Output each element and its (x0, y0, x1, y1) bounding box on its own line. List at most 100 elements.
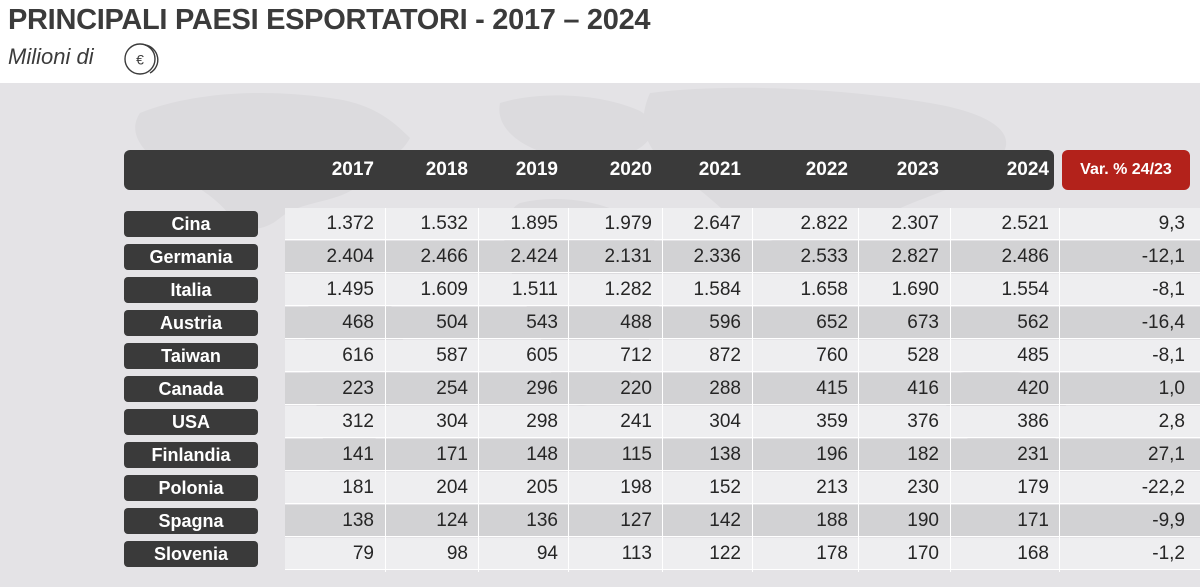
change-cell: -12,1 (1141, 246, 1185, 267)
value-cell: 2.424 (510, 246, 558, 267)
value-cell: 288 (709, 378, 741, 399)
value-cell: 596 (709, 312, 741, 333)
value-cell: 170 (907, 543, 939, 564)
value-cell: 223 (342, 378, 374, 399)
value-cell: 1.532 (420, 213, 468, 234)
value-cell: 205 (526, 477, 558, 498)
change-cell: -1,2 (1152, 543, 1185, 564)
value-cell: 298 (526, 411, 558, 432)
value-cell: 528 (907, 345, 939, 366)
value-cell: 712 (620, 345, 652, 366)
country-label: Finlandia (124, 442, 258, 468)
change-cell: -22,2 (1141, 477, 1185, 498)
value-cell: 2.533 (800, 246, 848, 267)
value-cell: 562 (1017, 312, 1049, 333)
value-cell: 1.584 (693, 279, 741, 300)
value-cell: 241 (620, 411, 652, 432)
value-cell: 605 (526, 345, 558, 366)
year-header-2018: 2018 (425, 159, 468, 180)
year-header-2021: 2021 (698, 159, 741, 180)
country-label: Polonia (124, 475, 258, 501)
country-label: USA (124, 409, 258, 435)
value-cell: 2.336 (693, 246, 741, 267)
table-row: 2.404 2.466 2.424 2.131 2.336 2.533 2.827 2.486… (285, 241, 1200, 273)
value-cell: 122 (709, 543, 741, 564)
value-cell: 485 (1017, 345, 1049, 366)
data-grid: 1.372 1.532 1.895 1.979 2.647 2.822 2.307 2.521… (285, 208, 1200, 572)
value-cell: 141 (342, 444, 374, 465)
table-row: 223 254 296 220 288 415 416 420 1,0 (285, 373, 1200, 405)
year-header-2019: 2019 (515, 159, 558, 180)
value-cell: 190 (907, 510, 939, 531)
value-cell: 230 (907, 477, 939, 498)
chart-title: PRINCIPALI PAESI ESPORTATORI - 2017 – 20… (8, 4, 651, 36)
change-cell: -16,4 (1141, 312, 1185, 333)
value-cell: 2.404 (326, 246, 374, 267)
change-cell: 1,0 (1158, 378, 1185, 399)
value-cell: 616 (342, 345, 374, 366)
value-cell: 115 (621, 444, 652, 465)
value-cell: 1.554 (1001, 279, 1049, 300)
table-row: 141 171 148 115 138 196 182 231 27,1 (285, 439, 1200, 471)
column-separator (752, 208, 753, 572)
change-cell: 9,3 (1158, 213, 1185, 234)
value-cell: 420 (1017, 378, 1049, 399)
year-header-2022: 2022 (805, 159, 848, 180)
value-cell: 2.647 (693, 213, 741, 234)
variation-header: Var. % 24/23 (1062, 150, 1190, 190)
table-row: 616 587 605 712 872 760 528 485 -8,1 (285, 340, 1200, 372)
value-cell: 304 (709, 411, 741, 432)
table-row: 1.372 1.532 1.895 1.979 2.647 2.822 2.307 2.521… (285, 208, 1200, 240)
value-cell: 204 (436, 477, 468, 498)
change-cell: -9,9 (1152, 510, 1185, 531)
country-label: Canada (124, 376, 258, 402)
year-header-2024: 2024 (1006, 159, 1049, 180)
country-label: Spagna (124, 508, 258, 534)
value-cell: 2.466 (420, 246, 468, 267)
column-separator (385, 208, 386, 572)
value-cell: 488 (620, 312, 652, 333)
value-cell: 179 (1017, 477, 1049, 498)
value-cell: 188 (816, 510, 848, 531)
value-cell: 296 (526, 378, 558, 399)
value-cell: 1.511 (511, 279, 558, 300)
country-label: Cina (124, 211, 258, 237)
column-separator (858, 208, 859, 572)
value-cell: 79 (352, 543, 374, 564)
value-cell: 1.372 (326, 213, 374, 234)
value-cell: 181 (342, 477, 374, 498)
value-cell: 872 (709, 345, 741, 366)
table-header-bar: 2017 2018 2019 2020 2021 2022 2023 2024 (124, 150, 1054, 190)
country-label: Taiwan (124, 343, 258, 369)
value-cell: 213 (816, 477, 848, 498)
country-label: Italia (124, 277, 258, 303)
column-separator (478, 208, 479, 572)
value-cell: 152 (709, 477, 741, 498)
value-cell: 1.282 (604, 279, 652, 300)
value-cell: 136 (526, 510, 558, 531)
year-header-2017: 2017 (331, 159, 374, 180)
euro-coin-icon: € (124, 43, 159, 75)
table-row: 79 98 94 113 122 178 170 168 -1,2 (285, 538, 1200, 570)
change-cell: -8,1 (1152, 279, 1185, 300)
value-cell: 198 (620, 477, 652, 498)
value-cell: 2.307 (891, 213, 939, 234)
country-label: Austria (124, 310, 258, 336)
value-cell: 124 (436, 510, 468, 531)
value-cell: 178 (816, 543, 848, 564)
value-cell: 359 (816, 411, 848, 432)
column-separator (662, 208, 663, 572)
year-header-2020: 2020 (609, 159, 652, 180)
value-cell: 2.827 (891, 246, 939, 267)
chart-subtitle: Milioni di (8, 44, 94, 69)
value-cell: 312 (342, 411, 374, 432)
value-cell: 587 (436, 345, 468, 366)
value-cell: 652 (816, 312, 848, 333)
value-cell: 231 (1017, 444, 1049, 465)
value-cell: 168 (1017, 543, 1049, 564)
value-cell: 1.690 (891, 279, 939, 300)
value-cell: 2.131 (604, 246, 652, 267)
table-row: 1.495 1.609 1.511 1.282 1.584 1.658 1.690 1.554… (285, 274, 1200, 306)
column-separator (950, 208, 951, 572)
value-cell: 760 (816, 345, 848, 366)
